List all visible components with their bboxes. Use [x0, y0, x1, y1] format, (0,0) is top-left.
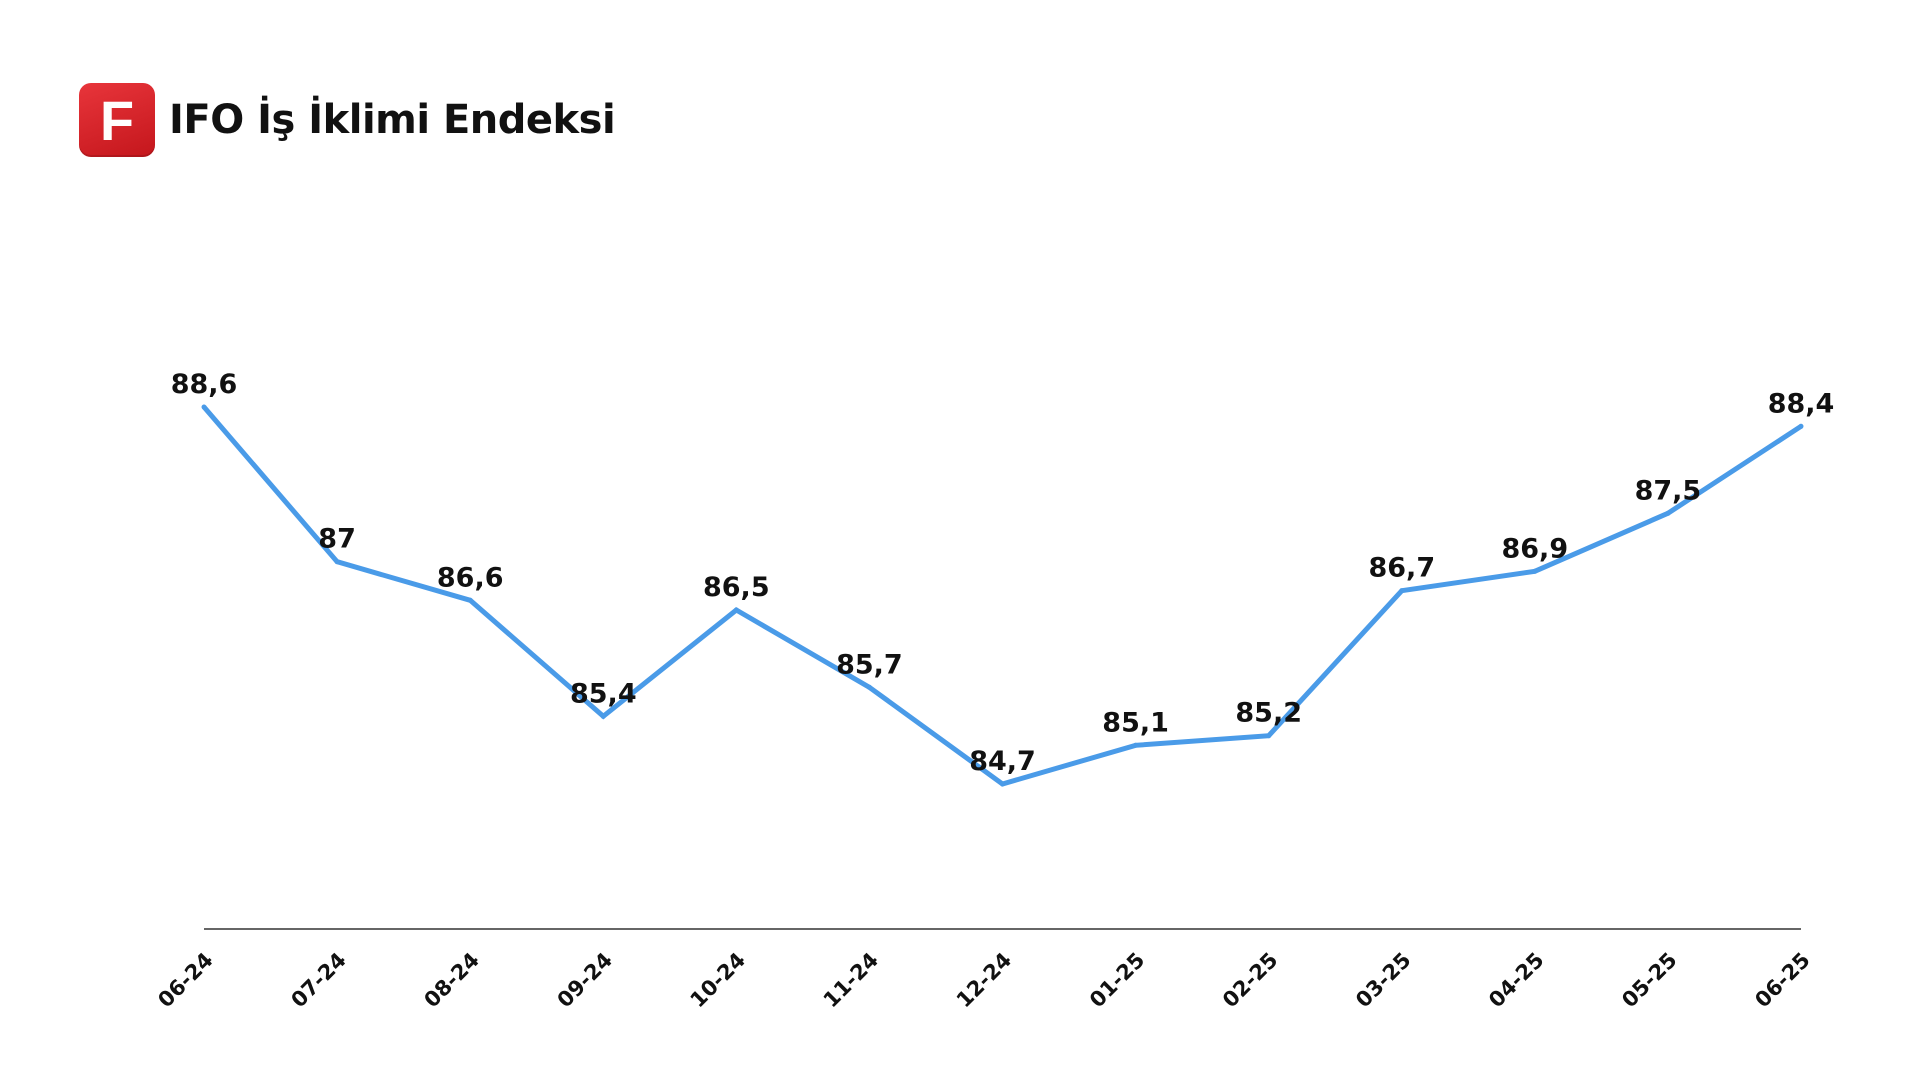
- data-point: [1798, 423, 1804, 429]
- x-tick-label: 11-24: [819, 948, 883, 1012]
- data-point: [201, 404, 207, 410]
- data-point: [733, 607, 739, 613]
- data-point: [1000, 781, 1005, 787]
- data-label: 85,2: [1235, 698, 1302, 729]
- x-tick-label: 06-25: [1750, 948, 1814, 1012]
- series-line: [202, 405, 1803, 787]
- data-point: [1532, 568, 1538, 574]
- logo-letter: F: [99, 89, 135, 152]
- data-point: [600, 713, 606, 719]
- x-tick-label: 07-24: [286, 948, 350, 1012]
- data-label: 87,5: [1635, 475, 1702, 506]
- x-tick-label: 03-25: [1351, 948, 1415, 1012]
- data-point: [334, 559, 340, 565]
- data-point: [1266, 733, 1272, 739]
- data-label: 88,4: [1768, 388, 1835, 419]
- data-label: 88,6: [171, 369, 238, 400]
- data-label: 85,1: [1102, 707, 1169, 738]
- x-tick-label: 01-25: [1085, 948, 1149, 1012]
- data-label: 86,9: [1501, 533, 1568, 564]
- brand-logo: F: [79, 83, 155, 157]
- x-tick-label: 02-25: [1218, 948, 1282, 1012]
- x-tick-label: 06-24: [153, 948, 217, 1012]
- x-tick-label: 12-24: [952, 948, 1016, 1012]
- x-tick-label: 08-24: [420, 948, 484, 1012]
- chart-header: F IFO İş İklimi Endeksi: [79, 83, 616, 157]
- data-label: 86,5: [703, 572, 770, 603]
- data-label: 86,6: [437, 562, 504, 593]
- data-label: 86,7: [1368, 553, 1435, 584]
- chart-title: IFO İş İklimi Endeksi: [169, 97, 616, 143]
- data-label: 84,7: [969, 746, 1036, 777]
- data-label: 85,7: [836, 649, 903, 680]
- data-label: 87: [318, 524, 356, 555]
- data-label: 85,4: [570, 678, 637, 709]
- data-point: [1399, 588, 1405, 594]
- x-tick-label: 10-24: [686, 948, 750, 1012]
- plot-area: 88,6 87 86,6 85,4 86,5 85,7 84,7 85,1 85,2 86,7 86…: [153, 369, 1834, 1012]
- x-tick-label: 09-24: [553, 948, 617, 1012]
- data-point: [1133, 742, 1139, 748]
- data-point: [1665, 510, 1671, 516]
- data-point: [866, 684, 872, 690]
- x-tick-label: 05-25: [1617, 948, 1681, 1012]
- x-tick-label: 04-25: [1484, 948, 1548, 1012]
- data-point: [467, 597, 473, 603]
